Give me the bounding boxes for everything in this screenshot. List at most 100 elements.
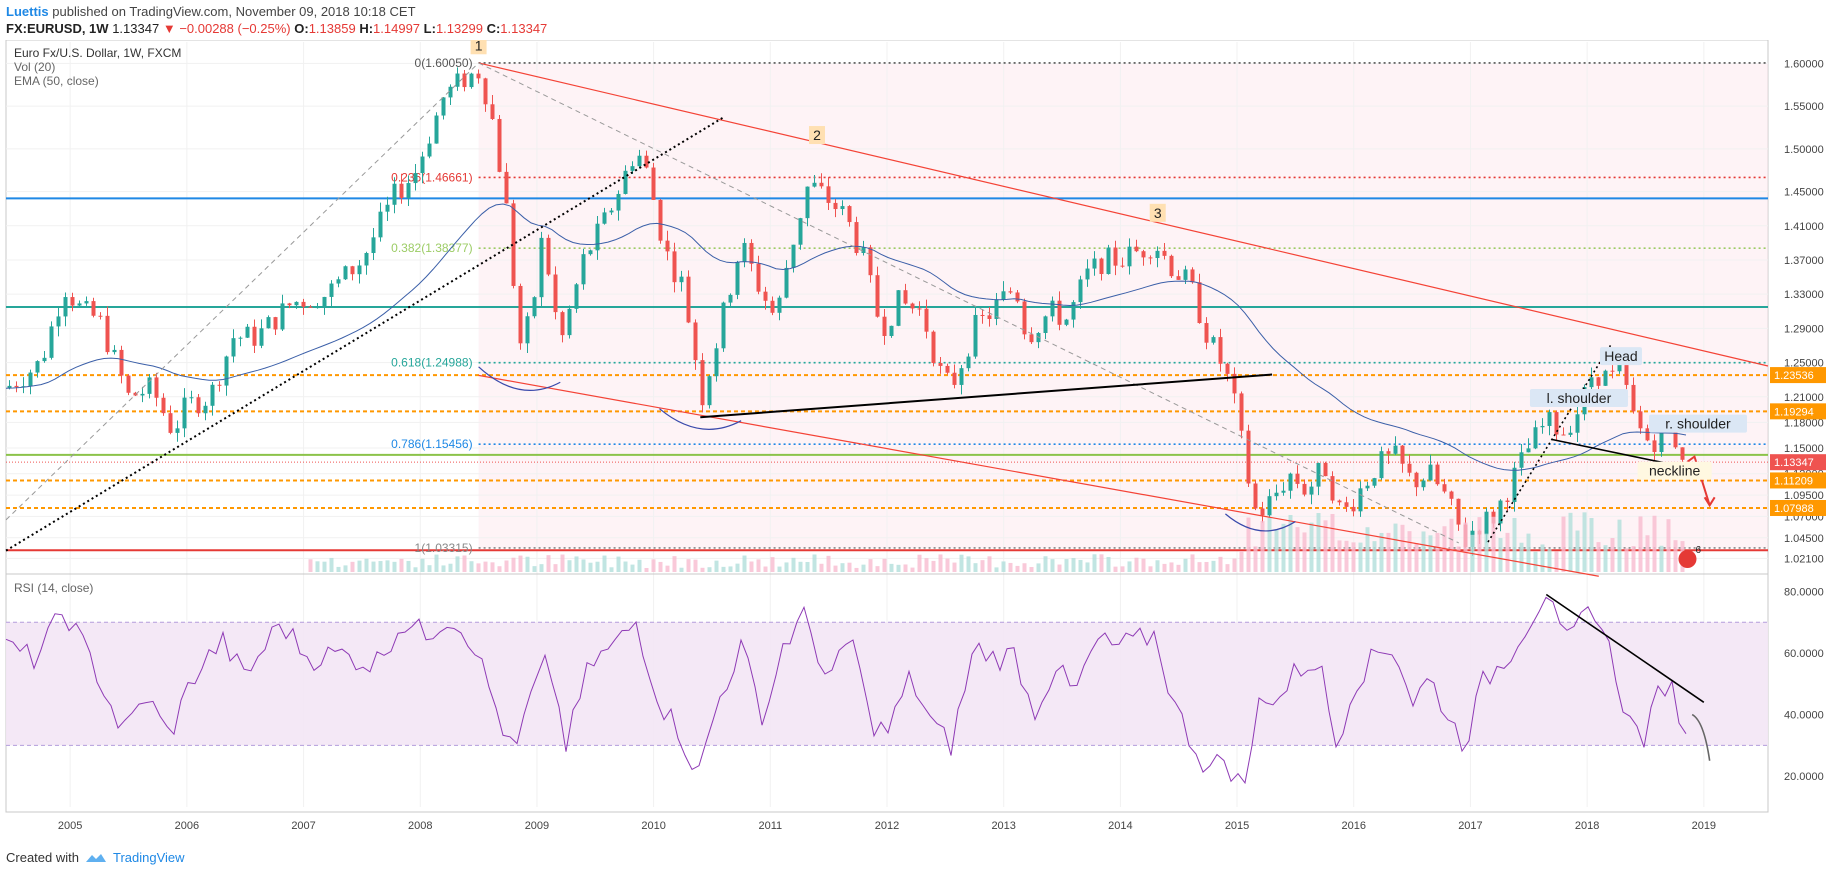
volume-bar — [1554, 551, 1559, 572]
candle-body — [378, 211, 383, 238]
candle-body — [735, 261, 740, 295]
candle-body — [84, 301, 89, 304]
volume-bar — [1218, 556, 1223, 572]
events-count: 6 — [1695, 545, 1701, 556]
candle-body — [1449, 491, 1454, 499]
wave-label: 1 — [475, 40, 483, 53]
candle-body — [1057, 300, 1062, 325]
year-axis-tick: 2008 — [408, 820, 432, 832]
volume-bar — [1169, 562, 1174, 572]
fib-level-label: 1(1.03315) — [415, 541, 473, 555]
volume-bar — [1589, 518, 1594, 572]
volume-bar — [518, 555, 523, 572]
volume-bar — [1274, 529, 1279, 572]
candle-body — [301, 301, 306, 307]
candle-body — [1519, 452, 1524, 468]
volume-bar — [1673, 540, 1678, 572]
volume-bar — [1519, 542, 1524, 572]
candle-body — [1015, 292, 1020, 302]
volume-bar — [1029, 567, 1034, 572]
candle-body — [602, 212, 607, 224]
candle-body — [245, 326, 250, 338]
volume-bar — [1197, 562, 1202, 572]
rsi-legend: RSI (14, close) — [14, 581, 93, 595]
candle-body — [616, 193, 621, 211]
candle-body — [903, 290, 908, 304]
candle-body — [35, 361, 40, 373]
volume-bar — [1183, 558, 1188, 572]
candle-body — [532, 297, 537, 317]
candle-body — [1141, 251, 1146, 258]
price-axis-tick: 1.15000 — [1784, 443, 1824, 455]
low-label: L: — [423, 21, 436, 36]
wave-label-bg — [470, 40, 487, 55]
price-axis-tick: 1.55000 — [1784, 101, 1824, 113]
candle-body — [1288, 473, 1293, 491]
candle-body — [476, 73, 481, 79]
volume-bar — [910, 567, 915, 572]
wave-label: 3 — [1154, 205, 1162, 221]
volume-bar — [1624, 548, 1629, 572]
volume-bar — [1057, 564, 1062, 572]
volume-bar — [462, 555, 467, 572]
volume-bar — [1610, 537, 1615, 572]
year-axis-tick: 2014 — [1108, 820, 1132, 832]
volume-bar — [630, 564, 635, 572]
volume-bar — [700, 567, 705, 572]
volume-bar — [721, 566, 726, 572]
volume-bar — [1295, 527, 1300, 572]
candle-body — [105, 315, 110, 353]
volume-bar — [756, 559, 761, 572]
rsi-axis-tick: 20.0000 — [1784, 771, 1824, 783]
author-link[interactable]: Luettis — [6, 4, 49, 19]
volume-bar — [427, 565, 432, 572]
volume-bar — [322, 561, 327, 572]
candle-body — [623, 170, 628, 194]
price-chart[interactable]: 0(1.60050) 0.236(1.46661) 0.382(1.38377) 0.… — [0, 40, 1828, 848]
year-axis-tick: 2009 — [525, 820, 549, 832]
candle-body — [70, 297, 75, 306]
candle-body — [896, 290, 901, 326]
candle-body — [742, 242, 747, 262]
open-label: O: — [294, 21, 309, 36]
candle-body — [490, 104, 495, 119]
uptrend-dotted-line — [1487, 345, 1612, 543]
volume-bar — [1288, 515, 1293, 572]
candle-body — [1316, 462, 1321, 487]
volume-bar — [560, 554, 565, 572]
candle-body — [1267, 496, 1272, 516]
price-axis-tick: 1.60000 — [1784, 58, 1824, 70]
volume-bar — [1582, 512, 1587, 572]
price-label-value: 1.23536 — [1774, 370, 1814, 382]
volume-bar — [1225, 564, 1230, 572]
candle-body — [140, 393, 145, 396]
volume-bar — [329, 557, 334, 572]
year-axis-tick: 2006 — [175, 820, 199, 832]
candle-body — [322, 296, 327, 308]
volume-bar — [567, 560, 572, 572]
volume-bar — [336, 566, 341, 572]
candle-body — [1526, 448, 1531, 453]
year-axis-tick: 2011 — [758, 820, 782, 832]
volume-bar — [973, 563, 978, 572]
tradingview-link[interactable]: TradingView — [112, 850, 185, 865]
price-axis-tick: 1.41000 — [1784, 221, 1824, 233]
volume-bar — [1505, 532, 1510, 572]
candle-body — [973, 314, 978, 357]
candle-body — [1603, 370, 1608, 386]
volume-bar — [994, 567, 999, 572]
volume-bar — [1113, 566, 1118, 572]
rsi-axis-tick: 40.0000 — [1784, 710, 1824, 722]
candle-body — [1260, 508, 1265, 516]
chart-title: Euro Fx/U.S. Dollar, 1W, FXCM — [14, 46, 181, 60]
candle-body — [1638, 411, 1643, 429]
candle-body — [952, 372, 957, 385]
low-value: 1.13299 — [435, 21, 483, 36]
volume-bar — [1393, 523, 1398, 572]
volume-bar — [889, 563, 894, 572]
candle-body — [1064, 319, 1069, 325]
volume-bar — [952, 562, 957, 572]
candle-body — [77, 303, 82, 306]
volume-bar — [1302, 532, 1307, 572]
candle-body — [1134, 246, 1139, 252]
